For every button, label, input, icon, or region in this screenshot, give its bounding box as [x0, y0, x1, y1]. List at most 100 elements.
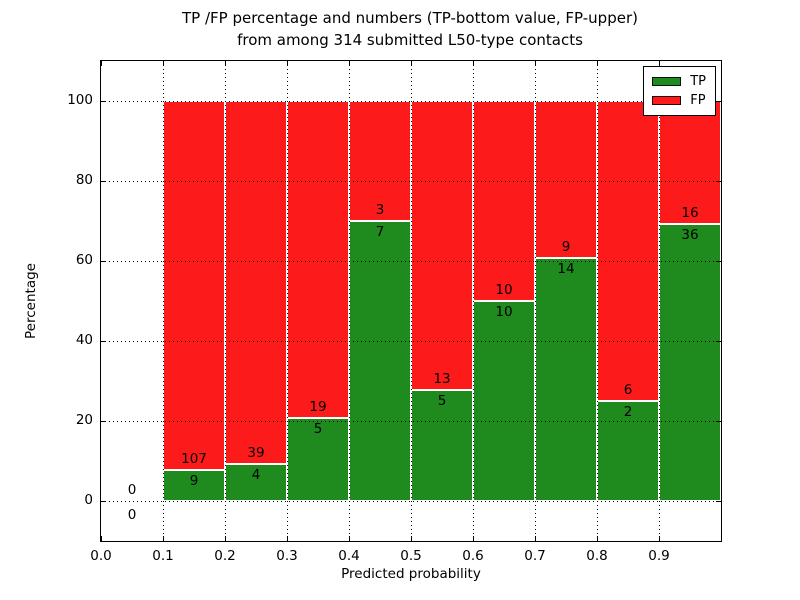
- y-tick-left: [101, 180, 106, 182]
- legend-label-fp: FP: [690, 93, 706, 108]
- bar-fp-count-label: 6: [623, 382, 633, 398]
- bar-segment-tp: [473, 301, 535, 501]
- x-tick-label: 0.7: [524, 548, 546, 564]
- x-tick-label: 0.1: [152, 548, 174, 564]
- x-tick-label: 0.4: [338, 548, 360, 564]
- y-tick-label: 40: [75, 332, 93, 348]
- chart-title: TP /FP percentage and numbers (TP-bottom…: [100, 7, 720, 51]
- y-tick-left: [101, 500, 106, 502]
- plot-area: Predicted probability Percentage TP FP 0…: [23, 60, 722, 582]
- bar-fp-count-label: 19: [309, 398, 327, 415]
- v-gridline: [286, 61, 288, 541]
- bar-segment-fp: [659, 101, 721, 225]
- y-tick-right: [716, 180, 721, 182]
- x-tick-top: [596, 61, 598, 66]
- v-gridline: [410, 61, 412, 541]
- y-tick-label: 80: [75, 172, 93, 188]
- bar-tp-count-label: 9: [189, 472, 199, 489]
- bar-tp-count-label: 4: [251, 466, 261, 483]
- bar-fp-count-label: 10: [495, 282, 513, 298]
- x-tick-bottom: [224, 536, 226, 541]
- bar-tp-count-label: 36: [681, 227, 699, 244]
- bar-tp-count-label: 5: [313, 420, 323, 437]
- x-tick-bottom: [410, 536, 412, 541]
- x-tick-bottom: [348, 536, 350, 541]
- bar-segment-tp: [287, 417, 349, 501]
- x-tick-bottom: [100, 536, 102, 541]
- bar-segment-fp: [287, 101, 349, 418]
- x-tick-bottom: [472, 536, 474, 541]
- bar-tp-count-label: 5: [437, 392, 447, 409]
- y-tick-left: [101, 100, 106, 102]
- bar-segment-tp: [411, 389, 473, 501]
- bar-fp-count-label: 3: [375, 202, 385, 218]
- y-tick-left: [101, 340, 106, 342]
- x-tick-top: [472, 61, 474, 66]
- x-tick-label: 0.9: [648, 548, 670, 564]
- legend-row-tp: TP: [652, 72, 706, 91]
- y-tick-label: 20: [75, 412, 93, 428]
- bar-fp-count-label: 16: [681, 205, 699, 222]
- x-tick-label: 0.3: [276, 548, 298, 564]
- bar-segment-fp: [597, 101, 659, 401]
- bar-segment-fp: [411, 101, 473, 390]
- v-gridline: [472, 61, 474, 541]
- x-tick-bottom: [534, 536, 536, 541]
- x-tick-bottom: [286, 536, 288, 541]
- legend-label-tp: TP: [690, 74, 706, 89]
- x-tick-top: [410, 61, 412, 66]
- legend-swatch-fp-icon: [652, 96, 682, 105]
- x-tick-top: [224, 61, 226, 66]
- bar-segment-tp: [349, 221, 411, 501]
- y-tick-label: 0: [84, 492, 93, 508]
- bar-segment-fp: [473, 101, 535, 301]
- bar-segment-fp: [163, 101, 225, 470]
- x-tick-label: 0.2: [214, 548, 236, 564]
- bar-tp-count-label: 14: [557, 260, 575, 277]
- v-gridline: [658, 61, 660, 541]
- bar-segment-fp: [535, 101, 597, 258]
- y-tick-left: [101, 260, 106, 262]
- x-tick-bottom: [596, 536, 598, 541]
- y-tick-right: [716, 420, 721, 422]
- bar-fp-count-label: 107: [181, 450, 207, 467]
- bar-segment-tp: [597, 401, 659, 501]
- bar-segment-tp: [535, 257, 597, 501]
- bar-fp-count-label: 0: [127, 482, 137, 498]
- v-gridline: [224, 61, 226, 541]
- x-tick-top: [534, 61, 536, 66]
- bar-tp-count-label: 0: [127, 507, 137, 523]
- v-gridline: [162, 61, 164, 541]
- y-tick-label: 100: [67, 92, 93, 108]
- x-tick-top: [162, 61, 164, 66]
- x-axis-label: Predicted probability: [341, 566, 481, 582]
- legend-swatch-tp-icon: [652, 77, 682, 86]
- y-tick-right: [716, 100, 721, 102]
- bar-segment-tp: [659, 224, 721, 501]
- bar-fp-count-label: 9: [561, 238, 571, 255]
- bar-tp-count-label: 2: [623, 404, 633, 420]
- bar-segment-tp: [225, 463, 287, 501]
- y-tick-right: [716, 340, 721, 342]
- bar-tp-count-label: 7: [375, 224, 385, 240]
- chart-title-line1: TP /FP percentage and numbers (TP-bottom…: [182, 9, 638, 27]
- chart-title-line2: from among 314 submitted L50-type contac…: [237, 31, 583, 49]
- x-tick-top: [348, 61, 350, 66]
- bar-fp-count-label: 13: [433, 370, 451, 387]
- bar-segment-tp: [163, 469, 225, 501]
- x-tick-bottom: [162, 536, 164, 541]
- x-tick-top: [286, 61, 288, 66]
- legend: TP FP: [643, 66, 716, 116]
- y-tick-left: [101, 420, 106, 422]
- x-tick-top: [100, 61, 102, 66]
- y-tick-right: [716, 260, 721, 262]
- x-tick-label: 0.6: [462, 548, 484, 564]
- v-gridline: [348, 61, 350, 541]
- y-axis-label: Percentage: [23, 263, 39, 339]
- legend-row-fp: FP: [652, 91, 706, 110]
- x-tick-label: 0.5: [400, 548, 422, 564]
- y-tick-label: 60: [75, 252, 93, 268]
- v-gridline: [534, 61, 536, 541]
- x-tick-label: 0.0: [90, 548, 112, 564]
